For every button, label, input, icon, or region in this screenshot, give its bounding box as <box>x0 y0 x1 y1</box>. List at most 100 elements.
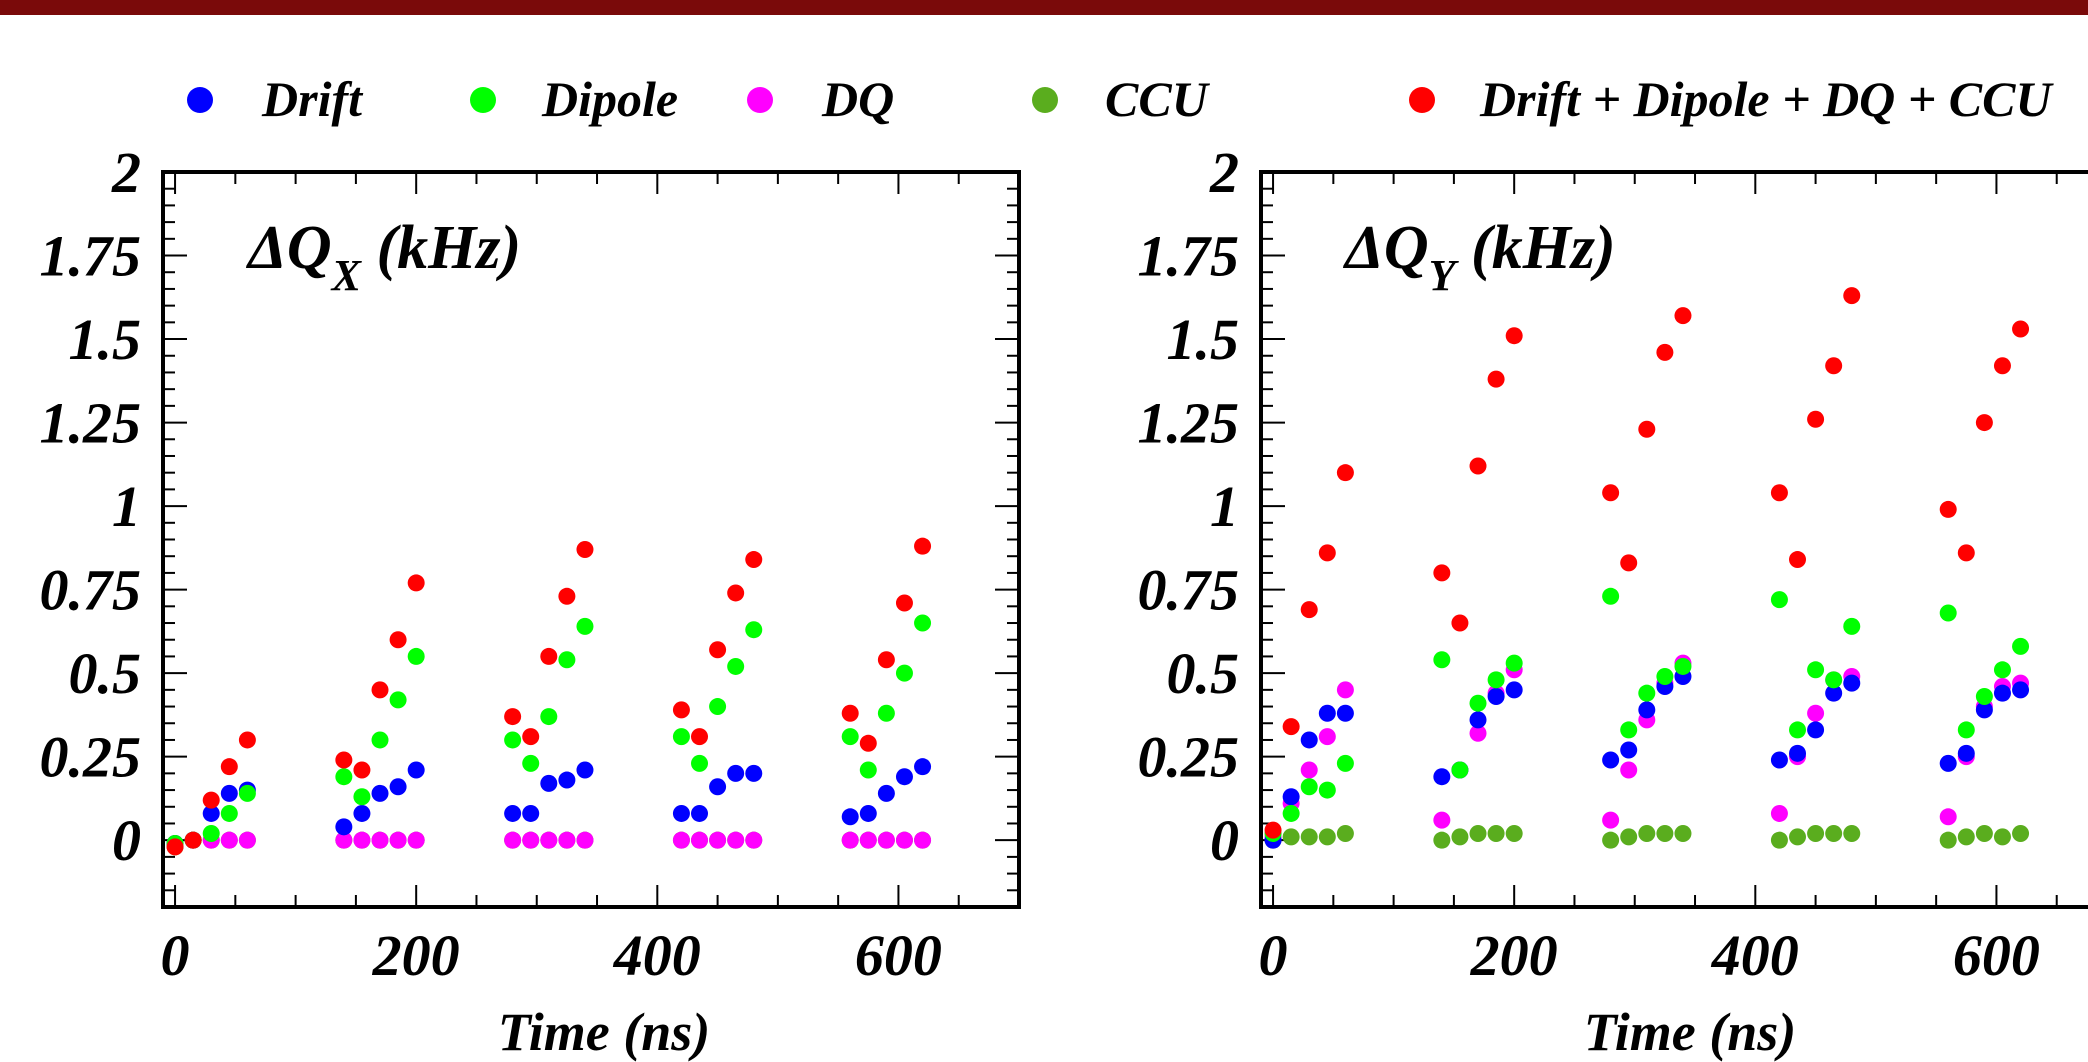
data-point <box>238 731 256 749</box>
data-point <box>859 831 877 849</box>
data-point <box>1300 761 1318 779</box>
data-point <box>1638 684 1656 702</box>
data-point <box>1602 831 1620 849</box>
data-point <box>166 838 184 856</box>
data-point <box>1620 741 1638 759</box>
data-point <box>407 831 425 849</box>
data-point <box>1505 681 1523 699</box>
panel-title-qy: ΔQY (kHz) <box>1342 214 1616 300</box>
legend-item: DQ <box>747 71 894 127</box>
legend-marker <box>470 87 496 113</box>
data-point <box>1300 731 1318 749</box>
data-point <box>727 831 745 849</box>
data-point <box>1620 828 1638 846</box>
data-point <box>389 778 407 796</box>
data-point <box>558 651 576 669</box>
data-point <box>558 587 576 605</box>
data-point <box>1843 617 1861 635</box>
data-point <box>1602 811 1620 829</box>
series-drift-dipole-dq-ccu <box>166 537 932 856</box>
data-point <box>353 831 371 849</box>
data-point <box>709 698 727 716</box>
data-point <box>540 831 558 849</box>
data-point <box>202 791 220 809</box>
data-point <box>1656 667 1674 685</box>
data-point <box>522 728 540 746</box>
data-point <box>895 594 913 612</box>
top-banner <box>0 0 2088 15</box>
data-point <box>1505 825 1523 842</box>
data-point <box>1993 357 2011 375</box>
data-point <box>220 758 238 776</box>
data-point <box>2012 637 2030 655</box>
data-point <box>407 761 425 779</box>
data-point <box>914 537 932 555</box>
data-point <box>1336 754 1354 772</box>
data-point <box>1264 821 1282 839</box>
data-point <box>1807 825 1825 842</box>
data-point <box>1993 828 2011 846</box>
data-point <box>1433 831 1451 849</box>
data-point <box>1939 808 1957 826</box>
y-tick-label: 1.25 <box>40 391 142 456</box>
data-point <box>1656 343 1674 361</box>
data-point <box>1469 694 1487 712</box>
data-point <box>540 647 558 665</box>
y-tick-label: 1.75 <box>40 224 142 289</box>
data-point <box>859 761 877 779</box>
data-point <box>389 691 407 709</box>
data-point <box>389 631 407 649</box>
data-point <box>841 728 859 746</box>
data-point <box>220 804 238 822</box>
data-point <box>691 728 709 746</box>
x-tick-label: 200 <box>372 923 460 988</box>
data-point <box>672 728 690 746</box>
data-point <box>1993 661 2011 679</box>
data-point <box>859 804 877 822</box>
data-point <box>1282 804 1300 822</box>
data-point <box>1957 544 1975 562</box>
data-point <box>504 804 522 822</box>
data-point <box>1282 788 1300 806</box>
x-tick-label: 400 <box>613 923 701 988</box>
data-point <box>522 754 540 772</box>
title-unit: (kHz) <box>1456 214 1616 282</box>
data-point <box>727 584 745 602</box>
data-point <box>691 831 709 849</box>
data-point <box>1318 828 1336 846</box>
data-point <box>1469 711 1487 729</box>
legend-label: Dipole <box>541 71 678 127</box>
data-point <box>1336 825 1354 842</box>
data-point <box>1770 804 1788 822</box>
data-point <box>353 788 371 806</box>
data-point <box>1300 778 1318 796</box>
data-point <box>576 831 594 849</box>
data-point <box>1789 744 1807 762</box>
data-point <box>914 614 932 632</box>
x-tick-label: 600 <box>855 923 942 988</box>
data-point <box>1451 614 1469 632</box>
panel-title-qx: ΔQX (kHz) <box>245 214 521 300</box>
legend-item: Dipole <box>470 71 678 127</box>
data-point <box>1433 811 1451 829</box>
data-point <box>220 784 238 802</box>
data-point <box>1638 420 1656 438</box>
data-point <box>914 831 932 849</box>
data-point <box>335 818 353 836</box>
data-point <box>540 774 558 792</box>
title-unit: (kHz) <box>361 214 521 282</box>
title-subscript: X <box>330 251 363 300</box>
y-tick-label: 1 <box>1210 474 1239 539</box>
data-point <box>727 764 745 782</box>
x-tick-label: 0 <box>1259 923 1288 988</box>
data-point <box>1318 544 1336 562</box>
data-point <box>2012 681 2030 699</box>
y-tick-label: 0.25 <box>40 725 142 790</box>
data-point <box>895 768 913 786</box>
data-point <box>1638 701 1656 719</box>
data-point <box>1939 754 1957 772</box>
y-tick-label: 0.75 <box>1138 558 1240 623</box>
data-point <box>1975 688 1993 706</box>
data-point <box>335 751 353 769</box>
data-point <box>709 641 727 659</box>
